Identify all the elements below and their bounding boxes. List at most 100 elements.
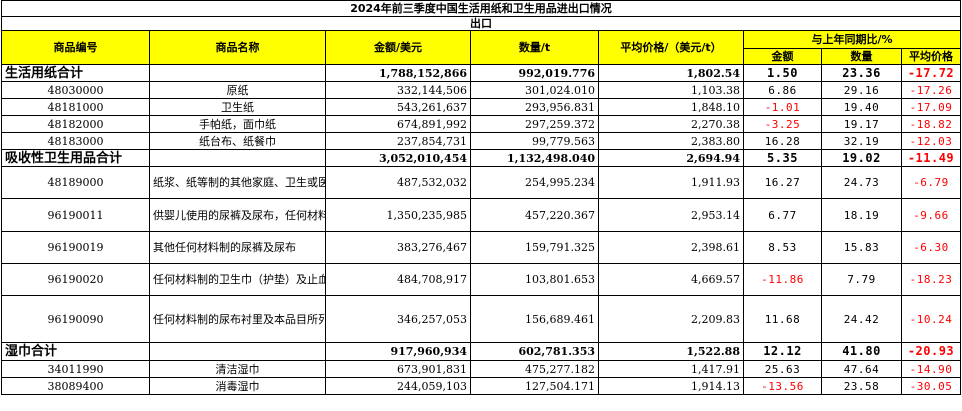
cell-avg-price: 4,669.57	[598, 263, 744, 296]
cell-code: 48183000	[1, 132, 150, 150]
cell-amount: 673,901,831	[325, 360, 471, 378]
table-row: 48182000 手帕纸，面巾纸 674,891,992 297,259.372 2,2…	[1, 115, 961, 133]
table-total-row: 生活用纸合计 1,788,152,866 992,019.776 1,802.54 1.…	[1, 64, 961, 82]
cell-quantity: 297,259.372	[470, 115, 599, 133]
cell-yoy-amount: -11.86	[743, 263, 822, 296]
cell-name: 手帕纸，面巾纸	[149, 115, 326, 133]
cell-quantity: 159,791.325	[470, 231, 599, 264]
group-total-label: 吸收性卫生用品合计	[1, 149, 150, 167]
cell-yoy-quantity: 24.42	[821, 295, 902, 343]
table-row: 48183000 纸台布、纸餐巾 237,854,731 99,779.563 2,38…	[1, 132, 961, 150]
cell-yoy-quantity: 29.16	[821, 81, 902, 99]
cell-name: 其他任何材料制的尿裤及尿布	[149, 231, 326, 264]
cell-yoy-quantity: 41.80	[821, 342, 902, 361]
table-row: 38089400 消毒湿巾 244,059,103 127,504.171 1,914.…	[1, 377, 961, 395]
cell-code: 38089400	[1, 377, 150, 395]
cell-yoy-price: -30.05	[901, 377, 961, 395]
cell-quantity: 475,277.182	[470, 360, 599, 378]
group-total-label: 湿巾合计	[1, 342, 150, 361]
cell-yoy-quantity: 7.79	[821, 263, 902, 296]
cell-name: 纸台布、纸餐巾	[149, 132, 326, 150]
header-yoy: 与上年同期比/%	[743, 30, 961, 49]
cell-yoy-price: -10.24	[901, 295, 961, 343]
cell-amount: 543,261,637	[325, 98, 471, 116]
cell-name: 任何材料制的卫生巾（护垫）及止血塞	[149, 263, 326, 296]
cell-amount: 484,708,917	[325, 263, 471, 296]
cell-quantity: 293,956.831	[470, 98, 599, 116]
cell-yoy-amount: 11.68	[743, 295, 822, 343]
cell-avg-price: 2,398.61	[598, 231, 744, 264]
cell-quantity: 99,779.563	[470, 132, 599, 150]
header-row: 商品编号 商品名称 金额/美元 数量/t 平均价格/（美元/t） 与上年同期比/…	[1, 30, 961, 65]
table-row: 34011990 清洁湿巾 673,901,831 475,277.182 1,417.…	[1, 360, 961, 378]
cell-yoy-amount: -13.56	[743, 377, 822, 395]
table-total-row: 湿巾合计 917,960,934 602,781.353 1,522.88 12.12 4…	[1, 342, 961, 361]
cell-amount: 346,257,053	[325, 295, 471, 343]
cell-yoy-amount: 8.53	[743, 231, 822, 264]
cell-yoy-amount: 16.28	[743, 132, 822, 150]
cell-amount: 244,059,103	[325, 377, 471, 395]
cell-code: 48182000	[1, 115, 150, 133]
header-quantity: 数量/t	[470, 30, 599, 65]
table-total-row: 吸收性卫生用品合计 3,052,010,454 1,132,498.040 2,694…	[1, 149, 961, 167]
cell-avg-price: 2,953.14	[598, 198, 744, 232]
cell-avg-price: 2,209.83	[598, 295, 744, 343]
cell-yoy-price: -6.79	[901, 166, 961, 199]
cell-amount: 3,052,010,454	[325, 149, 471, 167]
header-name: 商品名称	[149, 30, 326, 65]
cell-name: 供婴儿使用的尿裤及尿布，任何材料制	[149, 198, 326, 232]
cell-quantity: 254,995.234	[470, 166, 599, 199]
table-row: 96190011 供婴儿使用的尿裤及尿布，任何材料制 1,350,235,985 45…	[1, 198, 961, 232]
cell-yoy-price: -18.82	[901, 115, 961, 133]
cell-yoy-quantity: 32.19	[821, 132, 902, 150]
cell-yoy-price: -17.09	[901, 98, 961, 116]
cell-yoy-quantity: 24.73	[821, 166, 902, 199]
cell-amount: 487,532,032	[325, 166, 471, 199]
group-total-label: 生活用纸合计	[1, 64, 150, 82]
group-total-name	[149, 342, 326, 361]
cell-avg-price: 1,848.10	[598, 98, 744, 116]
cell-yoy-price: -20.93	[901, 342, 961, 361]
cell-yoy-quantity: 23.36	[821, 64, 902, 82]
cell-quantity: 992,019.776	[470, 64, 599, 82]
cell-quantity: 457,220.367	[470, 198, 599, 232]
header-yoy-price: 平均价格	[901, 48, 961, 65]
cell-yoy-price: -9.66	[901, 198, 961, 232]
cell-yoy-quantity: 47.64	[821, 360, 902, 378]
title-row: 2024年前三季度中国生活用纸和卫生用品进出口情况	[1, 0, 961, 17]
cell-code: 48181000	[1, 98, 150, 116]
cell-avg-price: 1,914.13	[598, 377, 744, 395]
cell-amount: 332,144,506	[325, 81, 471, 99]
cell-amount: 237,854,731	[325, 132, 471, 150]
cell-yoy-price: -17.72	[901, 64, 961, 82]
header-sub-row: 金额 数量 平均价格	[2, 48, 961, 65]
cell-avg-price: 2,383.80	[598, 132, 744, 150]
cell-code: 48189000	[1, 166, 150, 199]
table-row: 48189000纸浆、纸等制的其他家庭、卫生或医院用品487,532,03225…	[1, 166, 961, 199]
cell-yoy-price: -11.49	[901, 149, 961, 167]
cell-name: 任何材料制的尿布衬里及本品目所列货品的类似品	[149, 295, 326, 343]
cell-yoy-amount: 16.27	[743, 166, 822, 199]
cell-code: 96190019	[1, 231, 150, 264]
cell-quantity: 1,132,498.040	[470, 149, 599, 167]
page-title: 2024年前三季度中国生活用纸和卫生用品进出口情况	[1, 0, 961, 17]
cell-avg-price: 1,522.88	[598, 342, 744, 361]
page-subtitle: 出口	[1, 16, 961, 31]
cell-yoy-amount: -1.01	[743, 98, 822, 116]
cell-amount: 1,350,235,985	[325, 198, 471, 232]
cell-quantity: 602,781.353	[470, 342, 599, 361]
cell-name: 原纸	[149, 81, 326, 99]
cell-yoy-quantity: 18.19	[821, 198, 902, 232]
cell-yoy-price: -12.03	[901, 132, 961, 150]
cell-yoy-amount: 6.86	[743, 81, 822, 99]
cell-yoy-price: -18.23	[901, 263, 961, 296]
cell-avg-price: 1,103.38	[598, 81, 744, 99]
cell-code: 96190020	[1, 263, 150, 296]
export-table: 2024年前三季度中国生活用纸和卫生用品进出口情况 出口 商品编号 商品名称 金…	[1, 0, 961, 395]
cell-yoy-quantity: 19.02	[821, 149, 902, 167]
cell-yoy-amount: 12.12	[743, 342, 822, 361]
cell-yoy-quantity: 19.17	[821, 115, 902, 133]
cell-name: 纸浆、纸等制的其他家庭、卫生或医院用品	[149, 166, 326, 199]
header-yoy-quantity: 数量	[821, 48, 902, 65]
header-code: 商品编号	[1, 30, 150, 65]
